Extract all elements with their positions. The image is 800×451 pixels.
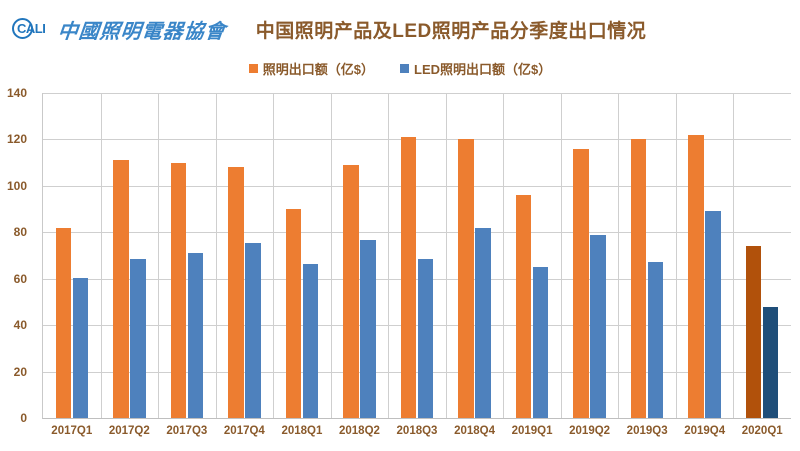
x-gridline	[503, 93, 505, 418]
legend-swatch-orange	[248, 64, 258, 73]
y-axis-tick-label: 20	[13, 364, 27, 379]
x-axis-tick-label: 2017Q4	[223, 425, 265, 437]
x-axis-tick-label: 2020Q1	[741, 425, 783, 437]
bar-2018Q3-led[interactable]	[417, 258, 434, 418]
y-axis-tick-label: 100	[6, 178, 27, 193]
x-gridline	[273, 93, 275, 418]
legend-label-led-export: LED照明出口额（亿$）	[414, 62, 552, 77]
bar-2018Q1-led[interactable]	[302, 263, 319, 418]
bar-2019Q2-lighting[interactable]	[573, 148, 589, 418]
y-gridline	[43, 232, 791, 234]
bar-2019Q4-lighting[interactable]	[688, 134, 704, 418]
x-gridline	[560, 93, 562, 418]
x-axis-tick-label: 2018Q4	[454, 425, 495, 437]
bar-2017Q1-led[interactable]	[72, 277, 89, 418]
y-axis-tick-label: 140	[6, 86, 27, 100]
x-axis-tick-label: 2018Q1	[281, 425, 323, 437]
y-axis-tick-label: 60	[13, 271, 27, 286]
bar-2018Q2-led[interactable]	[360, 240, 376, 418]
x-axis-tick-label: 2017Q2	[108, 425, 150, 437]
x-gridline	[100, 93, 102, 418]
bar-2017Q2-lighting[interactable]	[113, 160, 129, 418]
y-axis-tick-label: 80	[13, 225, 27, 240]
bar-2019Q1-led[interactable]	[532, 267, 549, 418]
y-gridline	[43, 93, 791, 94]
y-axis-tick-label: 40	[13, 318, 27, 333]
bar-2017Q3-lighting[interactable]	[170, 162, 187, 418]
x-gridline	[388, 93, 390, 418]
x-axis-tick-label: 2017Q1	[51, 425, 93, 437]
y-gridline	[43, 371, 791, 373]
x-axis-tick-label: 2019Q2	[569, 425, 611, 437]
legend-label-lighting-export: 照明出口额（亿$）	[262, 62, 374, 77]
bar-2017Q4-led[interactable]	[245, 242, 261, 418]
chart-legend: 照明出口额（亿$） LED照明出口额（亿$）	[0, 59, 800, 78]
legend-item-led-export[interactable]: LED照明出口额（亿$）	[400, 59, 551, 78]
bar-2018Q1-lighting[interactable]	[285, 209, 302, 418]
logo-ring-shape	[12, 18, 33, 39]
y-axis-tick-label: 120	[6, 132, 27, 147]
legend-item-lighting-export[interactable]: 照明出口额（亿$）	[248, 59, 374, 78]
x-gridline	[158, 93, 160, 418]
cali-circle-logo-icon: CALI	[12, 17, 54, 41]
x-gridline	[215, 93, 217, 418]
x-gridline	[733, 93, 735, 418]
bar-2018Q3-lighting[interactable]	[400, 137, 417, 418]
organization-logo: CALI 中國照明電器協會	[12, 14, 227, 44]
bar-chart-plot: 0 20 40 60 80 100 120 140 2017Q1 2017Q2 2017Q3 2017…	[7, 86, 791, 437]
legend-swatch-blue	[400, 64, 409, 73]
y-axis-tick-label: 0	[20, 411, 27, 425]
chart-header: CALI 中國照明電器協會 中国照明产品及LED照明产品分季度出口情况	[0, 0, 800, 55]
bar-2018Q2-lighting[interactable]	[343, 164, 359, 418]
x-gridline	[445, 93, 447, 418]
bar-2017Q3-led[interactable]	[187, 253, 204, 418]
x-axis-tick-label: 2019Q3	[626, 425, 668, 437]
x-axis-tick-label: 2018Q3	[396, 425, 438, 437]
bar-2019Q3-lighting[interactable]	[630, 139, 647, 418]
bar-2018Q4-lighting[interactable]	[458, 139, 474, 418]
bar-2017Q2-led[interactable]	[130, 258, 146, 418]
y-gridline	[43, 325, 791, 327]
bar-2020Q1-led[interactable]	[762, 306, 779, 418]
x-gridline	[330, 93, 332, 418]
bar-2020Q1-lighting[interactable]	[745, 246, 762, 418]
x-gridline	[675, 93, 677, 418]
bar-2019Q4-led[interactable]	[705, 211, 721, 418]
bar-2017Q1-lighting[interactable]	[55, 227, 72, 418]
bar-2017Q4-lighting[interactable]	[228, 167, 244, 418]
x-axis-tick-label: 2017Q3	[166, 425, 208, 437]
x-gridline	[618, 93, 620, 418]
page-title: 中国照明产品及LED照明产品分季度出口情况	[255, 21, 647, 42]
bar-2019Q2-led[interactable]	[590, 234, 606, 418]
bar-2019Q1-lighting[interactable]	[515, 195, 532, 418]
x-axis-tick-label: 2019Q1	[511, 425, 553, 437]
x-axis-tick-label: 2019Q4	[684, 425, 726, 437]
y-gridline	[43, 185, 791, 187]
x-axis-tick-label: 2018Q2	[338, 425, 380, 437]
bar-2018Q4-led[interactable]	[475, 227, 491, 418]
logo-mark-text: CALI	[17, 21, 46, 36]
y-gridline	[43, 278, 791, 280]
y-gridline	[43, 139, 791, 141]
bar-2019Q3-led[interactable]	[647, 262, 664, 418]
